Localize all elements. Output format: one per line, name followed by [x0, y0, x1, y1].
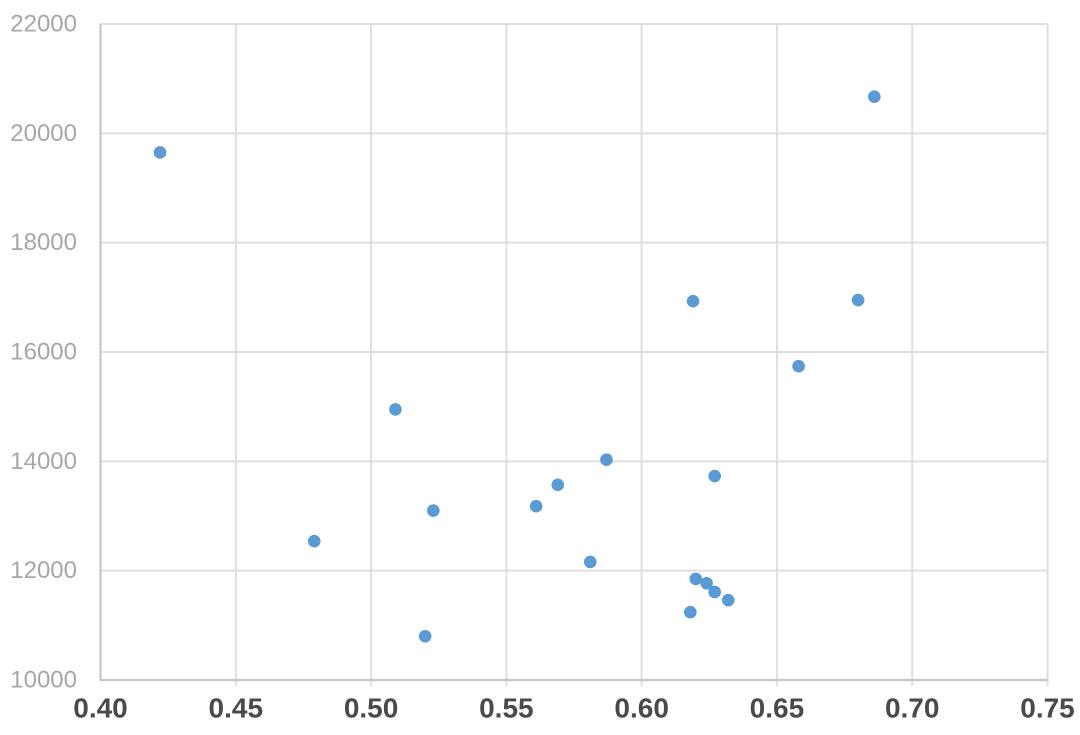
data-point	[307, 534, 321, 548]
x-tick-label: 0.60	[614, 693, 669, 724]
y-tick-label: 14000	[10, 448, 77, 475]
x-tick-label: 0.50	[344, 693, 399, 724]
y-tick-label: 10000	[10, 667, 77, 694]
x-tick-label: 0.70	[885, 693, 940, 724]
data-point	[792, 359, 805, 373]
x-tick-label: 0.40	[73, 693, 128, 724]
x-tick-label: 0.65	[750, 693, 805, 724]
x-tick-label: 0.45	[209, 693, 264, 724]
data-point	[708, 469, 721, 483]
data-point	[721, 593, 735, 607]
y-tick-label: 16000	[10, 339, 77, 366]
data-point	[700, 576, 713, 590]
data-point	[689, 572, 703, 586]
x-tick-label: 0.75	[1020, 693, 1075, 724]
data-point	[153, 146, 167, 159]
data-point	[868, 90, 881, 104]
x-tick-label: 0.55	[479, 693, 534, 724]
y-tick-label: 22000	[10, 11, 77, 38]
data-point	[851, 293, 865, 307]
data-point	[600, 453, 613, 466]
y-tick-label: 20000	[10, 120, 77, 147]
data-point	[583, 555, 597, 569]
y-tick-label: 18000	[10, 229, 77, 256]
data-point	[389, 403, 402, 416]
y-tick-label: 12000	[10, 557, 77, 584]
data-point	[418, 629, 432, 643]
data-point	[686, 294, 700, 308]
data-point	[529, 499, 543, 513]
data-point	[427, 504, 440, 517]
data-point	[551, 478, 565, 492]
data-point	[684, 605, 697, 619]
data-point	[708, 585, 721, 599]
